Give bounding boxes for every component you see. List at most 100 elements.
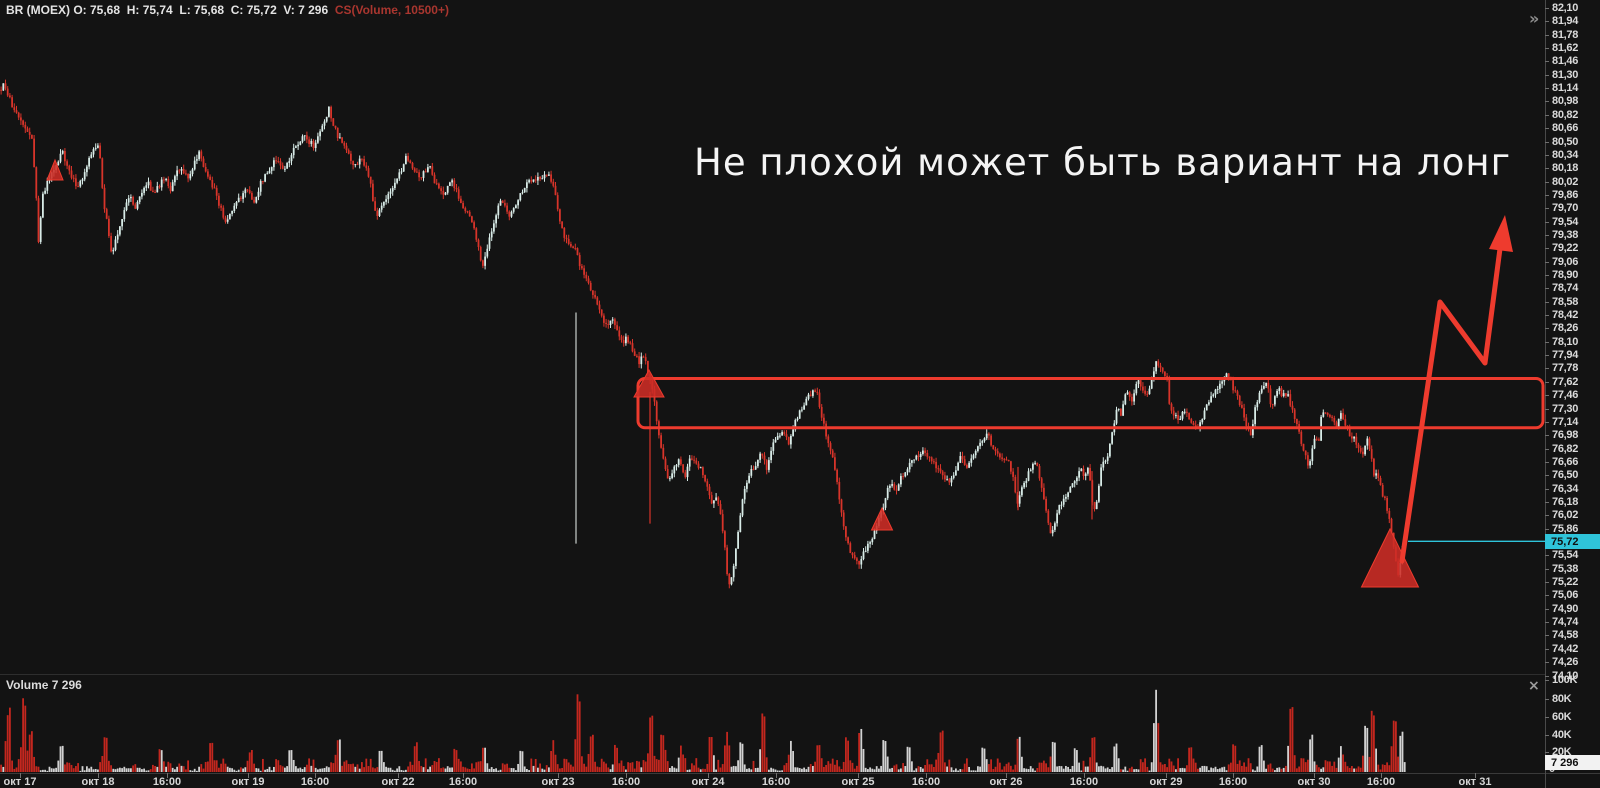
price-axis-tick <box>1545 154 1549 156</box>
price-axis-label: 81,94 <box>1552 15 1579 28</box>
time-axis-tick <box>1314 773 1315 778</box>
price-axis-tick <box>1545 248 1549 250</box>
time-axis-tick <box>1381 773 1382 778</box>
time-axis-label: окт 29 <box>1149 776 1183 788</box>
time-axis-label: окт 22 <box>381 776 415 788</box>
current-volume-value: 7 296 <box>1551 756 1579 769</box>
price-axis-tick <box>1545 488 1549 490</box>
price-axis-label: 81,78 <box>1552 28 1579 41</box>
volume-axis-label: 60K <box>1552 711 1572 723</box>
price-axis-tick <box>1545 181 1549 183</box>
price-axis-tick <box>1545 315 1549 317</box>
price-axis-tick <box>1545 421 1549 423</box>
buy-marker-triangle[interactable] <box>870 506 894 531</box>
time-axis-tick <box>98 773 99 778</box>
price-axis-tick <box>1545 515 1549 517</box>
price-axis-tick <box>1545 234 1549 236</box>
volume-axis-tick <box>1545 735 1549 736</box>
price-axis-label: 76,34 <box>1552 482 1579 495</box>
price-axis-label: 76,18 <box>1552 495 1579 508</box>
price-axis-label: 81,14 <box>1552 82 1579 95</box>
time-axis-label: 16:00 <box>300 776 330 788</box>
close-volume-pane-icon[interactable]: × <box>1528 678 1540 694</box>
price-axis-tick <box>1545 341 1549 343</box>
buy-marker-triangle[interactable] <box>46 158 64 181</box>
time-axis-tick <box>708 773 709 778</box>
price-axis-tick <box>1545 221 1549 223</box>
price-axis-tick <box>1545 395 1549 397</box>
time-axis-tick <box>315 773 316 778</box>
long-arrow-drawing[interactable] <box>1399 238 1504 564</box>
time-axis-label: окт 23 <box>541 776 575 788</box>
price-axis-tick <box>1545 8 1549 9</box>
price-axis-label: 76,02 <box>1552 509 1579 522</box>
price-axis-label: 75,06 <box>1552 589 1579 602</box>
price-axis-tick <box>1545 21 1549 23</box>
price-axis-label: 74,10 <box>1552 669 1579 682</box>
price-axis-tick <box>1545 475 1549 477</box>
price-axis-tick <box>1545 662 1549 664</box>
current-price-value: 75,72 <box>1551 535 1579 548</box>
price-axis-tick <box>1545 461 1549 463</box>
price-axis-tick <box>1545 528 1549 530</box>
price-axis-label: 76,50 <box>1552 469 1579 482</box>
time-axis-label: окт 26 <box>989 776 1023 788</box>
price-axis-tick <box>1545 261 1549 263</box>
time-axis-tick <box>776 773 777 778</box>
price-axis[interactable]: 82,10 81,94 81,78 81,62 81,46 81,30 81,14 80,98… <box>1545 0 1600 788</box>
volume-pane-label: Volume 7 296 <box>6 678 82 692</box>
collapse-axis-icon[interactable]: » <box>1529 9 1540 28</box>
price-axis-label: 79,06 <box>1552 255 1579 268</box>
symbol-legend: BR (MOEX) O: 75,68 H: 75,74 L: 75,68 C: … <box>6 3 449 17</box>
price-axis-tick <box>1545 435 1549 437</box>
price-axis-label: 77,14 <box>1552 415 1579 428</box>
price-axis-label: 78,26 <box>1552 322 1579 335</box>
price-axis-tick <box>1545 301 1549 303</box>
price-axis-tick <box>1545 608 1549 610</box>
price-axis-label: 82,10 <box>1552 2 1579 14</box>
price-axis-label: 76,98 <box>1552 429 1579 442</box>
support-zone-rectangle[interactable] <box>636 376 1545 430</box>
price-axis-label: 74,58 <box>1552 629 1579 642</box>
volume-axis-label: 80K <box>1552 693 1572 705</box>
price-axis-label: 75,54 <box>1552 549 1579 562</box>
ohlcv-readout: BR (MOEX) O: 75,68 H: 75,74 L: 75,68 C: … <box>6 3 329 17</box>
price-axis-tick <box>1545 555 1549 557</box>
price-axis-tick <box>1545 288 1549 290</box>
price-axis-label: 79,86 <box>1552 188 1579 201</box>
price-axis-tick <box>1545 208 1549 210</box>
price-axis-tick <box>1545 61 1549 63</box>
price-axis-tick <box>1545 128 1549 130</box>
price-axis-label: 81,30 <box>1552 68 1579 81</box>
price-axis-tick <box>1545 74 1549 76</box>
buy-marker-triangle[interactable] <box>633 368 665 398</box>
price-axis-label: 79,70 <box>1552 202 1579 215</box>
volume-axis-label: 40K <box>1552 729 1572 741</box>
time-axis-label: окт 19 <box>231 776 265 788</box>
time-axis-tick <box>1475 773 1476 778</box>
time-axis-tick <box>858 773 859 778</box>
buy-marker-triangle[interactable] <box>1360 527 1420 588</box>
time-axis-tick <box>463 773 464 778</box>
time-axis-tick <box>558 773 559 778</box>
price-axis-label: 74,42 <box>1552 642 1579 655</box>
annotation-text-drawing[interactable]: Не плохой может быть вариант на лонг <box>694 141 1512 184</box>
volume-axis-tick <box>1545 680 1549 681</box>
time-axis-tick <box>248 773 249 778</box>
price-axis-tick <box>1545 114 1549 116</box>
price-axis-tick <box>1545 368 1549 370</box>
time-axis-label: 16:00 <box>1366 776 1396 788</box>
time-axis-label: 16:00 <box>448 776 478 788</box>
price-axis-label: 75,22 <box>1552 576 1579 589</box>
price-axis-tick <box>1545 48 1549 50</box>
price-axis-label: 78,90 <box>1552 269 1579 281</box>
price-axis-label: 74,90 <box>1552 602 1579 615</box>
time-axis[interactable]: окт 17 окт 18 16:00 окт 19 16:00 окт 22 16:00 о… <box>0 773 1600 788</box>
price-axis-tick <box>1545 275 1549 276</box>
price-axis-label: 76,66 <box>1552 455 1579 468</box>
price-axis-tick <box>1545 141 1549 143</box>
price-axis-tick <box>1545 648 1549 650</box>
volume-axis-tick <box>1545 699 1549 700</box>
time-axis-label: окт 30 <box>1297 776 1331 788</box>
